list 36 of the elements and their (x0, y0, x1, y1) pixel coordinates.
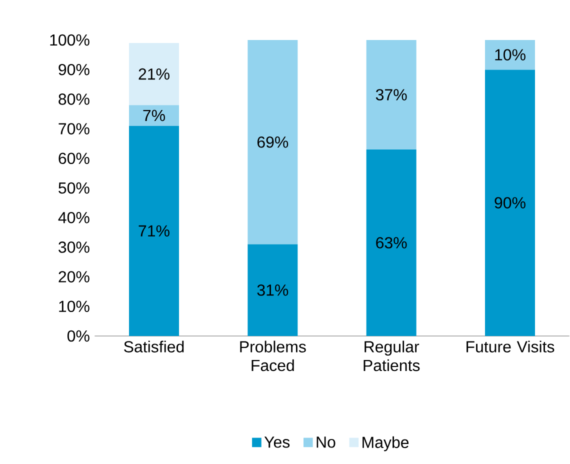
y-tick-label: 40% (58, 212, 90, 224)
y-tick-label: 80% (58, 94, 90, 105)
bar (366, 40, 416, 150)
legend-label: No (316, 436, 336, 448)
bar (485, 70, 536, 336)
data-label: 63% (376, 237, 407, 248)
y-tick-label: 30% (58, 242, 90, 253)
data-label: 10% (495, 49, 526, 60)
data-label: 37% (376, 89, 407, 100)
data-label: 7% (143, 110, 165, 122)
y-tick-label: 50% (58, 182, 90, 194)
data-label: 71% (138, 225, 170, 237)
y-tick-label: 60% (58, 152, 90, 164)
y-tick-label: 100% (50, 34, 90, 46)
bar (248, 40, 298, 244)
bar (366, 150, 416, 336)
x-tick-label: Problems Faced (240, 340, 306, 372)
data-label: 21% (138, 68, 170, 80)
bar (248, 244, 298, 336)
bar (129, 42, 180, 106)
bar (485, 40, 536, 70)
x-tick-label: Future Visits (466, 340, 554, 352)
data-label: 69% (257, 136, 288, 148)
y-tick-label: 90% (58, 64, 90, 76)
bar (129, 105, 180, 126)
y-tick-label: 20% (58, 271, 90, 282)
legend-label: Yes (264, 436, 290, 448)
data-label: 90% (494, 197, 526, 208)
y-tick-label: 10% (59, 300, 90, 312)
y-tick-label: 0% (67, 330, 90, 342)
bar (129, 126, 180, 336)
x-tick-label: Satisfied (124, 340, 184, 352)
y-tick-label: 70% (58, 123, 90, 134)
data-label: 31% (257, 284, 288, 296)
x-tick-label: Regular Patients (364, 340, 420, 372)
legend-label: Maybe (362, 436, 409, 452)
